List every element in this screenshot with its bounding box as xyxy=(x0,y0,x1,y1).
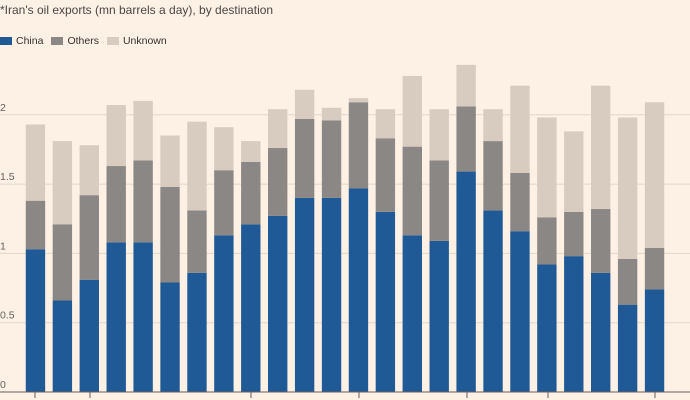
chart-subtitle: *Iran's oil exports (mn barrels a day), … xyxy=(0,3,274,17)
bar-china xyxy=(241,224,261,392)
bar-china xyxy=(187,272,207,392)
bar-china xyxy=(537,264,557,392)
bar-others xyxy=(321,120,342,198)
bar-others xyxy=(510,172,530,232)
bar-others xyxy=(483,141,503,211)
bar-unknown xyxy=(268,109,288,149)
bar-china xyxy=(564,256,584,392)
bar-others xyxy=(644,247,665,290)
bar-china xyxy=(106,242,126,392)
bar-others xyxy=(402,146,422,236)
bar-others xyxy=(456,106,476,172)
bar-others xyxy=(429,160,449,241)
bar-china xyxy=(429,240,449,392)
legend-swatch-others xyxy=(51,37,64,45)
bar-others xyxy=(591,209,611,273)
bar-unknown xyxy=(241,141,261,162)
bar-others xyxy=(564,211,584,257)
legend-swatch-unknown xyxy=(106,37,119,45)
bar-others xyxy=(106,166,126,243)
bar-china xyxy=(214,235,234,392)
bar-unknown xyxy=(214,127,234,171)
bar-unknown xyxy=(133,100,153,161)
legend-item-unknown: Unknown xyxy=(106,35,167,47)
bar-others xyxy=(294,118,315,198)
bar-unknown xyxy=(644,102,665,248)
bar-unknown xyxy=(429,109,449,161)
bar-unknown xyxy=(106,105,126,167)
bar-china xyxy=(375,211,396,392)
bar-china xyxy=(321,197,342,392)
bar-unknown xyxy=(402,75,422,147)
bar-others xyxy=(160,186,180,283)
bar-unknown xyxy=(348,98,369,103)
bar-china xyxy=(25,249,46,392)
bar-china xyxy=(510,231,530,392)
y-tick-label: 1.5 xyxy=(0,171,15,183)
bar-others xyxy=(241,161,261,225)
bar-unknown xyxy=(617,117,638,259)
bar-china xyxy=(294,197,315,392)
bar-others xyxy=(133,160,153,243)
bar-unknown xyxy=(25,124,46,201)
bar-others xyxy=(537,217,557,265)
bar-others xyxy=(268,148,288,216)
legend-label-china: China xyxy=(16,35,44,47)
bar-unknown xyxy=(456,64,476,107)
bar-china xyxy=(52,300,73,392)
y-tick-label: 1 xyxy=(0,240,6,252)
bar-unknown xyxy=(510,85,530,173)
bar-china xyxy=(133,242,153,392)
y-tick-label: 0.5 xyxy=(0,310,15,322)
bar-china xyxy=(160,282,180,392)
bar-others xyxy=(617,258,638,305)
bar-unknown xyxy=(321,107,342,121)
bar-china xyxy=(644,289,665,392)
bar-unknown xyxy=(564,131,584,212)
bar-unknown xyxy=(294,89,315,119)
bar-unknown xyxy=(591,85,611,210)
y-tick-label: 2 xyxy=(0,102,6,114)
bar-china xyxy=(79,279,99,392)
bar-unknown xyxy=(483,109,503,142)
bar-china xyxy=(268,215,288,392)
legend: China Others Unknown xyxy=(0,35,175,47)
bar-china xyxy=(617,304,638,392)
legend-label-unknown: Unknown xyxy=(122,35,167,47)
bar-unknown xyxy=(52,141,73,225)
bar-others xyxy=(348,102,369,189)
legend-item-china: China xyxy=(0,35,43,47)
legend-item-others: Others xyxy=(51,35,99,47)
bar-china xyxy=(456,171,476,392)
bar-unknown xyxy=(375,109,396,139)
legend-swatch-china xyxy=(0,37,12,45)
bar-china xyxy=(348,188,369,392)
bar-others xyxy=(25,200,46,250)
legend-label-others: Others xyxy=(67,35,99,47)
bar-china xyxy=(591,272,611,392)
bar-unknown xyxy=(79,145,99,196)
bar-others xyxy=(79,195,99,280)
bar-unknown xyxy=(187,121,207,211)
bar-others xyxy=(214,170,234,236)
bar-unknown xyxy=(160,135,180,187)
bar-others xyxy=(375,138,396,212)
bar-others xyxy=(187,210,207,273)
bar-china xyxy=(483,210,503,392)
bar-others xyxy=(52,224,73,301)
y-tick-label: 0 xyxy=(0,379,6,391)
bar-china xyxy=(402,235,422,392)
bar-unknown xyxy=(537,117,557,218)
